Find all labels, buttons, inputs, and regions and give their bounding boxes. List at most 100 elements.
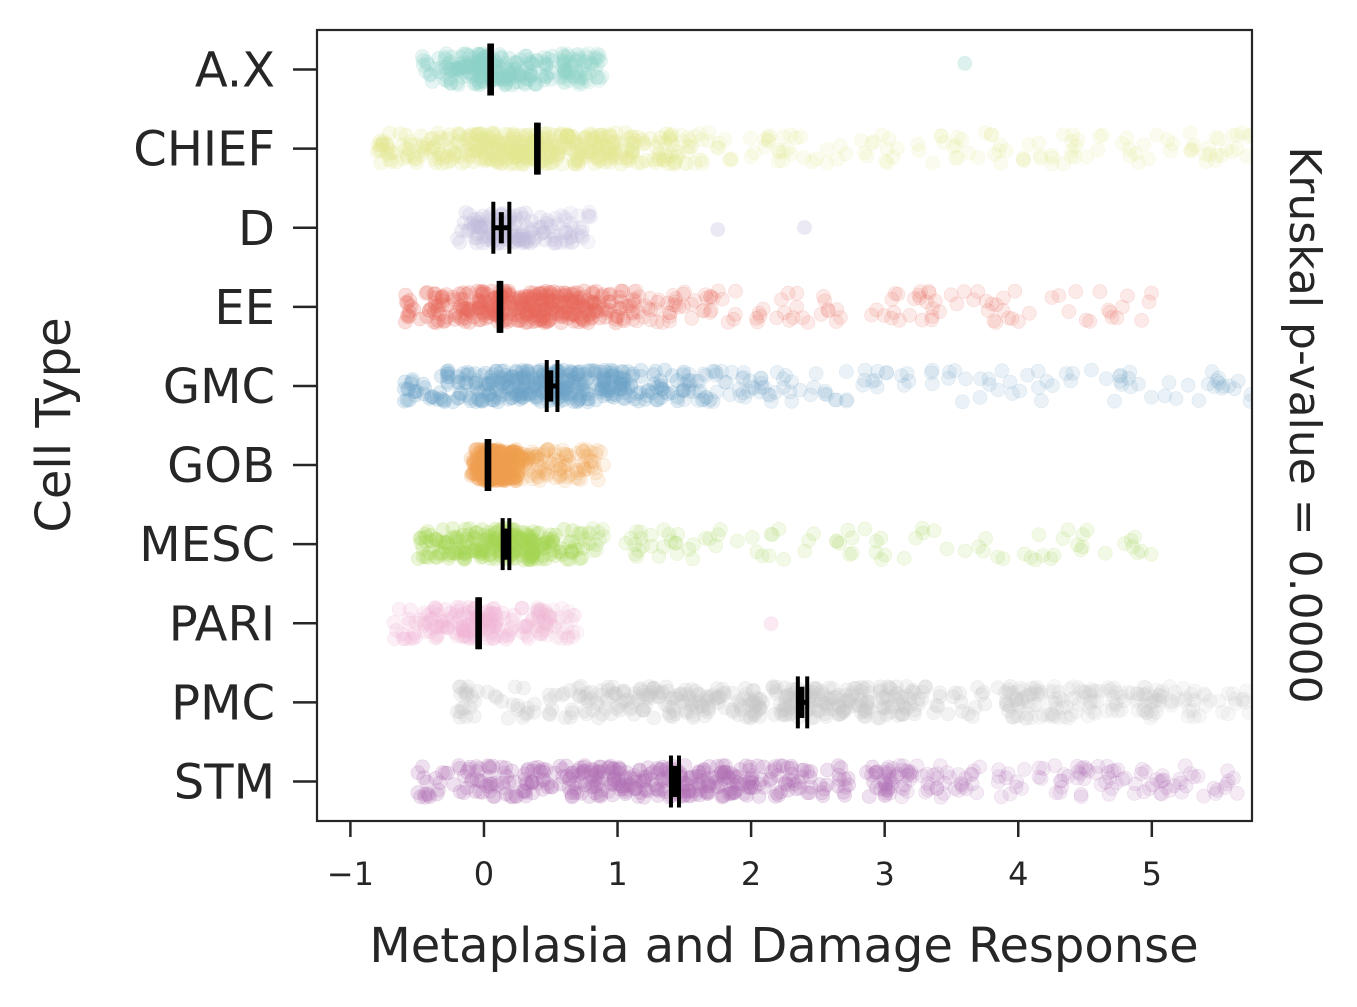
data-point <box>1242 394 1252 409</box>
data-point <box>471 126 487 142</box>
data-point <box>454 156 470 171</box>
data-point <box>572 69 588 84</box>
data-point <box>504 65 520 80</box>
data-point <box>566 153 581 168</box>
data-point <box>587 49 602 65</box>
data-point <box>453 49 468 65</box>
data-point <box>623 379 639 394</box>
data-point <box>538 131 554 146</box>
data-point <box>474 541 489 557</box>
data-point <box>648 140 664 155</box>
x-tick-label: 2 <box>741 855 761 893</box>
data-point <box>624 145 640 160</box>
data-point <box>428 61 444 77</box>
data-point <box>642 131 658 146</box>
data-point <box>373 138 388 153</box>
data-point <box>464 773 479 789</box>
y-axis: A.X CHIEF D EE GMC GOB MESC PARI PMC STM <box>133 43 317 810</box>
data-point <box>516 680 531 696</box>
y-tick-label: EE <box>214 280 275 336</box>
data-point <box>603 150 619 166</box>
data-point <box>511 232 526 247</box>
data-point <box>606 137 621 152</box>
data-point <box>484 141 499 157</box>
data-point <box>477 146 493 162</box>
data-point <box>542 126 557 142</box>
data-point <box>806 526 822 542</box>
data-point <box>481 130 496 146</box>
data-point <box>461 64 477 80</box>
data-point <box>468 76 484 91</box>
data-point <box>695 153 710 168</box>
data-point <box>492 146 508 162</box>
data-point <box>933 129 949 144</box>
data-point <box>605 144 621 160</box>
data-point <box>443 62 458 77</box>
data-point <box>528 389 544 405</box>
data-point <box>435 522 451 538</box>
data-point <box>571 53 587 69</box>
data-point <box>440 56 456 71</box>
data-point <box>544 65 560 80</box>
data-point <box>576 289 592 305</box>
data-point <box>553 208 569 223</box>
data-point <box>437 765 453 781</box>
data-point <box>1135 761 1150 777</box>
x-tick-label: 1 <box>607 855 627 893</box>
data-point <box>493 156 509 171</box>
data-point <box>646 710 662 726</box>
data-point <box>1168 391 1184 406</box>
data-point <box>966 763 982 779</box>
data-point <box>605 136 620 152</box>
data-point <box>533 602 549 618</box>
data-point <box>1079 149 1094 165</box>
data-point <box>613 150 628 166</box>
data-point <box>1229 141 1245 156</box>
data-point <box>869 533 884 549</box>
data-point <box>585 702 601 718</box>
data-point <box>706 687 722 703</box>
data-point <box>511 74 527 90</box>
data-point <box>504 134 520 150</box>
data-point <box>829 314 844 329</box>
data-point <box>666 690 681 706</box>
data-point <box>560 63 575 78</box>
data-point <box>471 61 487 76</box>
data-point <box>416 57 431 73</box>
data-point <box>468 127 484 142</box>
data-point <box>475 208 490 224</box>
data-point <box>780 141 796 157</box>
data-point <box>569 152 585 167</box>
data-point <box>555 156 570 172</box>
data-point <box>502 71 518 87</box>
data-point <box>461 135 477 151</box>
data-point <box>446 146 462 161</box>
data-point <box>539 69 554 84</box>
data-point <box>470 54 486 70</box>
data-point <box>620 131 636 147</box>
data-point <box>475 131 491 146</box>
mean-ci-gob <box>484 439 492 492</box>
data-point <box>466 154 481 169</box>
data-point <box>427 151 443 167</box>
data-point <box>933 758 948 773</box>
data-point <box>582 126 598 141</box>
data-point <box>456 527 471 543</box>
data-point <box>746 145 762 160</box>
data-point <box>512 68 528 83</box>
data-point <box>613 143 629 159</box>
data-point <box>547 127 562 143</box>
data-point <box>1073 789 1089 805</box>
data-point <box>545 144 561 160</box>
data-point <box>878 153 894 169</box>
series-points-a-x <box>415 46 973 93</box>
data-point <box>921 285 937 301</box>
data-point <box>516 148 531 163</box>
data-point <box>853 679 869 695</box>
data-point <box>495 149 511 165</box>
data-point <box>459 367 475 383</box>
data-point <box>509 156 524 171</box>
data-point <box>458 56 474 72</box>
data-point <box>1183 142 1198 158</box>
